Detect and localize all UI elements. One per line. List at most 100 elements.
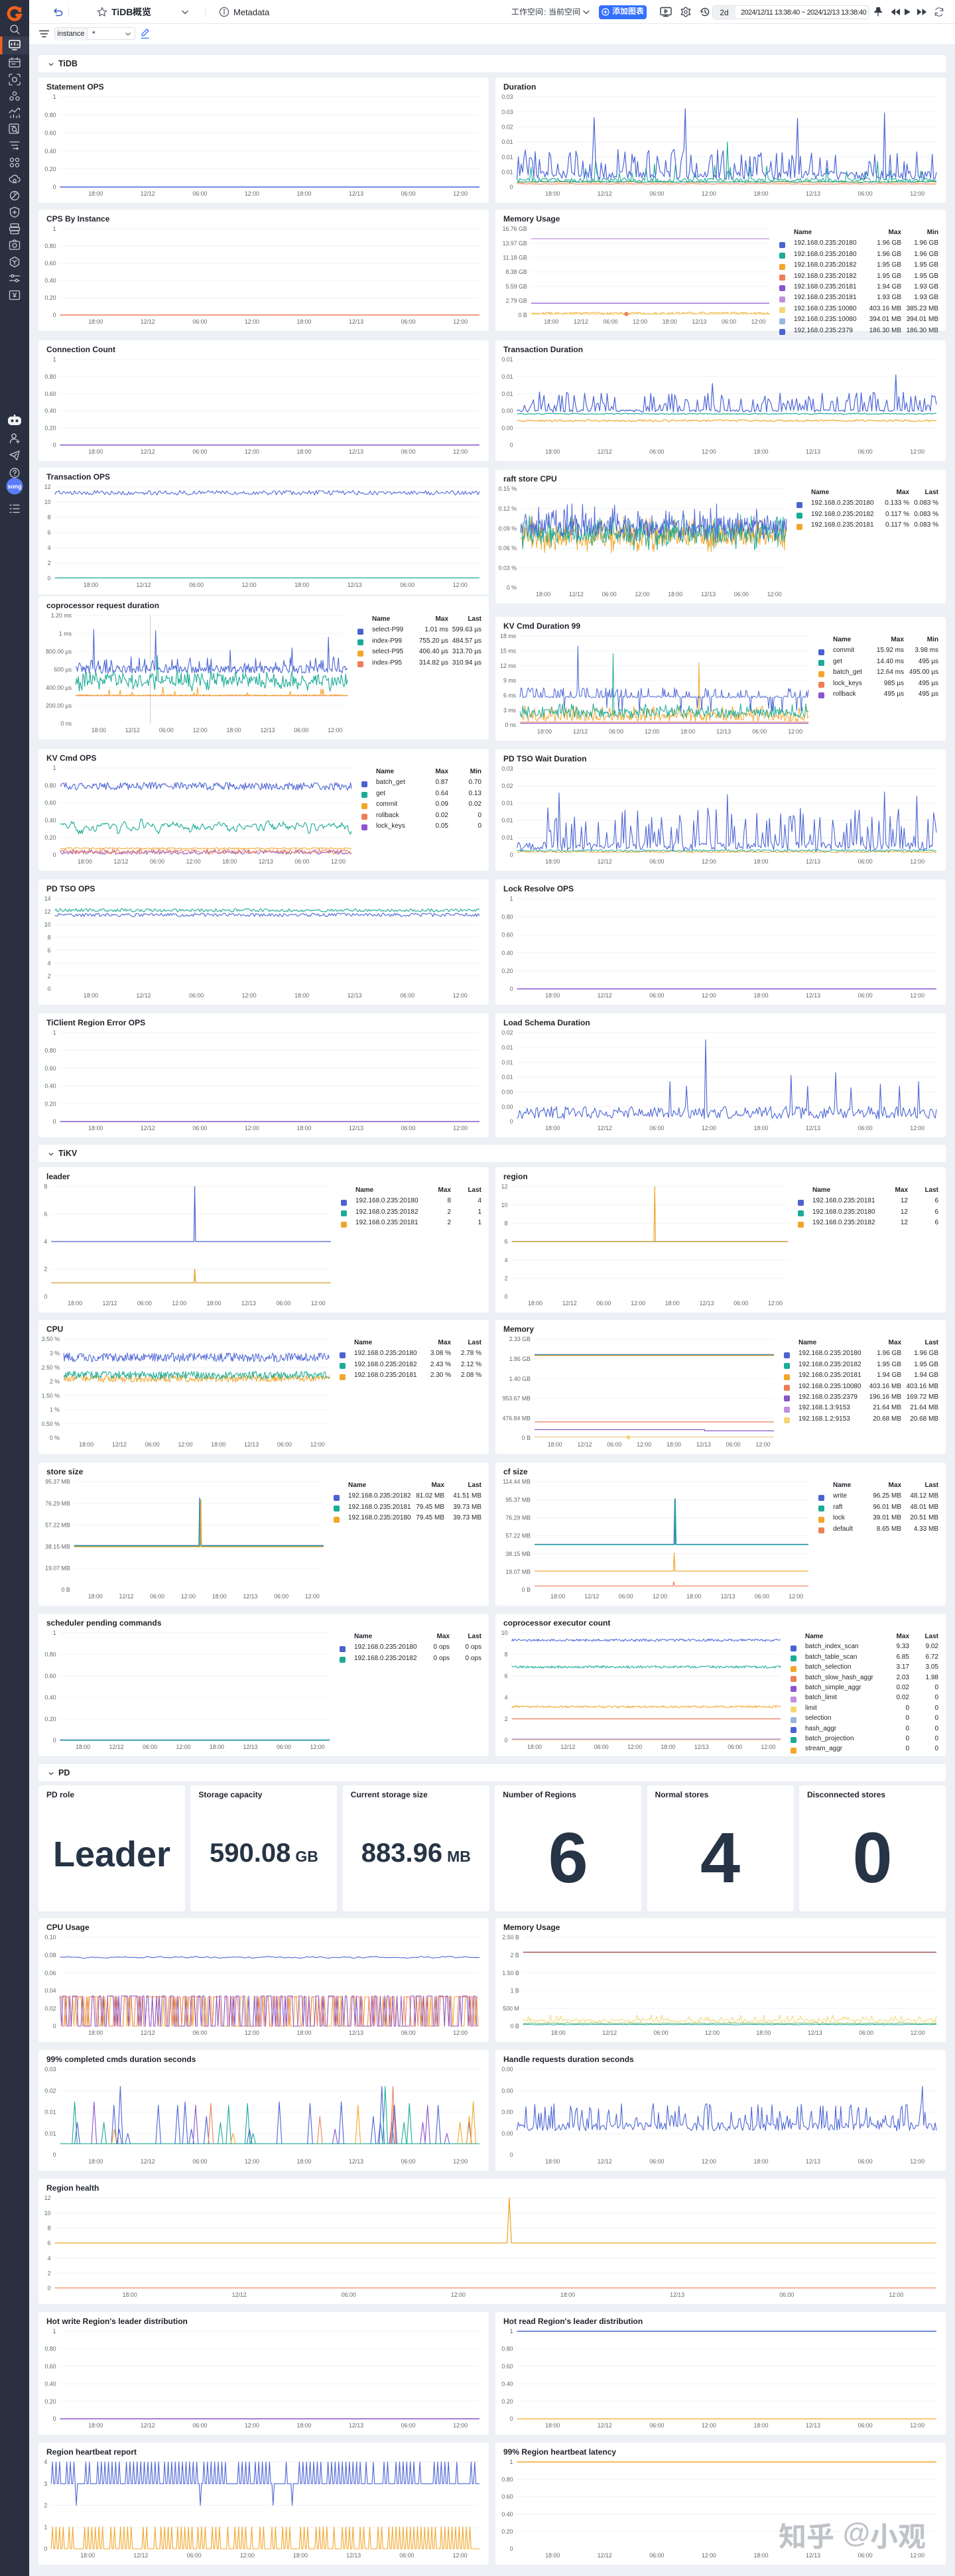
svg-text:18:00: 18:00 <box>210 1744 224 1750</box>
svg-text:2: 2 <box>505 1716 508 1722</box>
svg-text:0: 0 <box>53 1737 56 1744</box>
svg-text:06:00: 06:00 <box>145 1441 160 1448</box>
svg-text:12:00: 12:00 <box>305 1593 320 1600</box>
svg-text:18:00: 18:00 <box>296 318 311 325</box>
svg-text:0: 0 <box>53 2023 56 2029</box>
svg-text:06:00: 06:00 <box>752 728 767 735</box>
svg-text:0.80: 0.80 <box>44 373 56 380</box>
svg-text:18:00: 18:00 <box>79 1441 94 1448</box>
svg-text:06:00: 06:00 <box>722 318 736 325</box>
svg-text:12:00: 12:00 <box>702 2552 716 2559</box>
svg-text:12:00: 12:00 <box>767 591 782 598</box>
svg-text:12/13: 12/13 <box>692 318 706 325</box>
svg-text:0 B: 0 B <box>62 1586 70 1593</box>
svg-text:0.20: 0.20 <box>501 2528 513 2535</box>
svg-text:06:00: 06:00 <box>159 727 174 734</box>
svg-text:4: 4 <box>505 1694 508 1701</box>
svg-text:12:00: 12:00 <box>705 2029 720 2036</box>
svg-text:12:00: 12:00 <box>645 728 659 735</box>
svg-text:18:00: 18:00 <box>536 591 550 598</box>
svg-text:0.60: 0.60 <box>44 130 56 137</box>
svg-text:12/12: 12/12 <box>584 1593 599 1600</box>
svg-text:12:00: 12:00 <box>331 858 346 865</box>
svg-text:0.40: 0.40 <box>501 2511 513 2518</box>
svg-text:12:00: 12:00 <box>310 1744 324 1750</box>
svg-text:12:00: 12:00 <box>653 1593 667 1600</box>
svg-text:18:00: 18:00 <box>88 2029 103 2036</box>
svg-text:06:00: 06:00 <box>649 2158 664 2165</box>
svg-text:0.00: 0.00 <box>501 408 513 415</box>
svg-text:12/12: 12/12 <box>125 727 140 734</box>
svg-text:1 B: 1 B <box>511 1988 519 1994</box>
svg-text:06:00: 06:00 <box>858 1125 873 1131</box>
svg-text:18:00: 18:00 <box>756 2029 771 2036</box>
svg-text:18:00: 18:00 <box>296 2422 311 2429</box>
svg-text:06:00: 06:00 <box>596 1300 611 1307</box>
svg-text:10: 10 <box>44 2210 51 2217</box>
svg-text:0.80: 0.80 <box>44 782 56 789</box>
svg-text:12:00: 12:00 <box>702 2158 716 2165</box>
svg-text:11.18 GB: 11.18 GB <box>503 255 527 261</box>
svg-text:0.01: 0.01 <box>501 139 513 145</box>
svg-text:0.03: 0.03 <box>501 765 513 772</box>
svg-text:12:00: 12:00 <box>631 1300 645 1307</box>
svg-text:18:00: 18:00 <box>293 2552 308 2559</box>
svg-text:12:00: 12:00 <box>702 2422 716 2429</box>
svg-text:12:00: 12:00 <box>453 190 468 197</box>
svg-text:12:00: 12:00 <box>310 1441 325 1448</box>
svg-text:0: 0 <box>510 442 513 448</box>
svg-text:12/13: 12/13 <box>806 2422 820 2429</box>
svg-text:476.84 MB: 476.84 MB <box>502 1415 531 1421</box>
svg-text:18:00: 18:00 <box>88 2158 103 2165</box>
svg-text:12/13: 12/13 <box>806 1125 820 1131</box>
svg-text:06:00: 06:00 <box>294 858 309 865</box>
svg-text:8.38 GB: 8.38 GB <box>505 269 527 275</box>
svg-text:0: 0 <box>53 442 56 448</box>
svg-text:12/13: 12/13 <box>259 858 273 865</box>
svg-text:06:00: 06:00 <box>189 992 204 999</box>
svg-text:0.01: 0.01 <box>501 800 513 806</box>
svg-text:12:00: 12:00 <box>245 1125 259 1131</box>
svg-text:0.20: 0.20 <box>44 424 56 431</box>
svg-text:12:00: 12:00 <box>311 1300 326 1307</box>
svg-text:12:00: 12:00 <box>245 2029 259 2036</box>
svg-text:06:00: 06:00 <box>733 1300 748 1307</box>
svg-text:0 B: 0 B <box>519 312 527 318</box>
svg-text:0.40: 0.40 <box>44 2380 56 2387</box>
svg-text:18:00: 18:00 <box>84 582 98 588</box>
svg-text:18 ms: 18 ms <box>500 633 517 639</box>
svg-text:12/13: 12/13 <box>806 2552 820 2559</box>
svg-text:95.37 MB: 95.37 MB <box>505 1496 531 1503</box>
svg-text:18:00: 18:00 <box>545 2552 560 2559</box>
svg-text:2.33 GB: 2.33 GB <box>509 1336 531 1342</box>
svg-text:12:00: 12:00 <box>627 1744 642 1750</box>
svg-text:06:00: 06:00 <box>401 2029 416 2036</box>
svg-text:12/13: 12/13 <box>349 318 363 325</box>
svg-text:0 ns: 0 ns <box>505 722 516 728</box>
svg-text:06:00: 06:00 <box>192 448 207 455</box>
svg-text:1: 1 <box>53 1630 56 1636</box>
svg-text:12:00: 12:00 <box>193 727 208 734</box>
svg-text:0.40: 0.40 <box>501 950 513 956</box>
svg-text:0: 0 <box>505 1737 508 1744</box>
svg-text:76.29 MB: 76.29 MB <box>45 1500 70 1507</box>
svg-text:1 ms: 1 ms <box>59 630 72 637</box>
svg-text:4: 4 <box>505 1257 508 1263</box>
svg-text:0.60: 0.60 <box>44 800 56 806</box>
svg-text:0.80: 0.80 <box>501 2346 513 2352</box>
svg-text:12/12: 12/12 <box>141 2158 155 2165</box>
svg-text:12/12: 12/12 <box>560 1744 575 1750</box>
svg-text:1: 1 <box>53 356 56 363</box>
svg-text:12/12: 12/12 <box>562 1300 577 1307</box>
svg-text:0: 0 <box>53 852 56 858</box>
svg-text:0.40: 0.40 <box>501 2380 513 2387</box>
svg-text:0.03: 0.03 <box>44 2066 56 2073</box>
svg-text:0.60: 0.60 <box>44 1065 56 1072</box>
svg-text:6 ms: 6 ms <box>503 692 517 699</box>
svg-text:12/12: 12/12 <box>573 728 588 735</box>
svg-text:06:00: 06:00 <box>401 190 416 197</box>
svg-text:2 %: 2 % <box>50 1378 60 1385</box>
svg-text:12/12: 12/12 <box>136 992 151 999</box>
svg-text:0: 0 <box>510 2545 513 2552</box>
svg-text:12:00: 12:00 <box>240 2552 255 2559</box>
